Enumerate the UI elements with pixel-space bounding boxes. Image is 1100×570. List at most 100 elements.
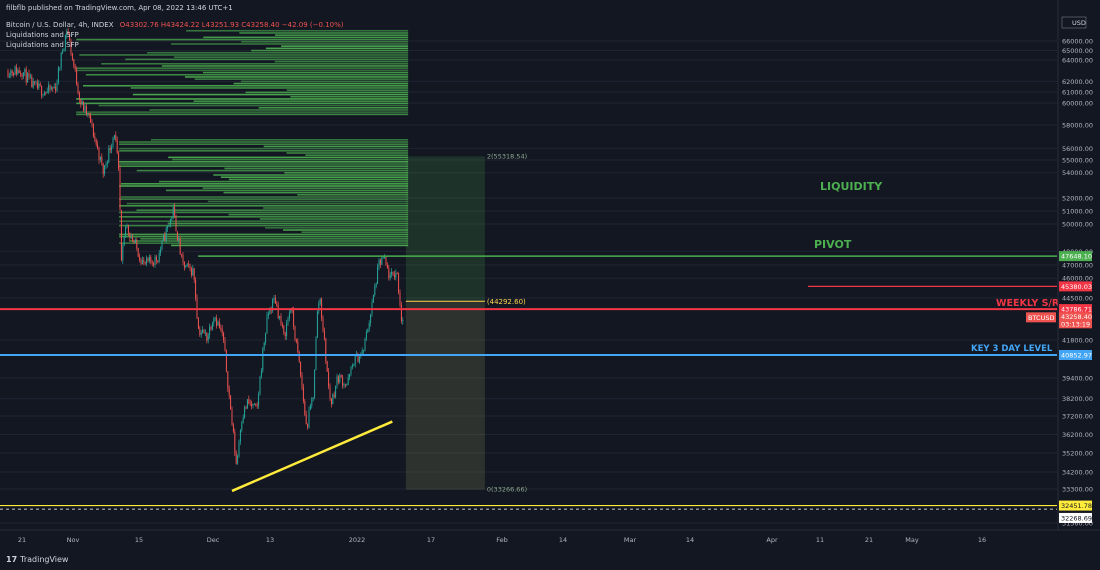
candle-body <box>38 83 40 89</box>
candle <box>73 58 75 69</box>
candle <box>255 403 257 407</box>
candle-body <box>174 207 176 216</box>
candle <box>88 113 90 119</box>
candle <box>385 255 387 266</box>
candle <box>125 226 127 238</box>
candle <box>304 398 306 417</box>
liquidity-bar <box>275 34 409 36</box>
indicator-legend-2[interactable]: Liquidations and SFP <box>6 41 79 49</box>
candle <box>288 309 290 322</box>
indicator-legend-1[interactable]: Liquidations and SFP <box>6 31 79 39</box>
candle <box>368 320 370 332</box>
candle-body <box>105 163 107 166</box>
candle <box>227 371 229 393</box>
candle <box>66 28 68 39</box>
liquidity-bar <box>126 202 409 205</box>
candle-body <box>183 262 185 268</box>
candle <box>336 373 338 389</box>
candle-body <box>335 386 337 397</box>
candle-body <box>385 257 387 265</box>
candle-body <box>74 65 76 70</box>
time-tick-label: 21 <box>865 536 873 544</box>
candle <box>67 28 69 35</box>
candle <box>332 393 334 405</box>
candle <box>333 391 335 399</box>
candle <box>256 402 258 409</box>
candle-body <box>357 353 359 363</box>
candle-body <box>55 86 57 91</box>
liquidity-bar <box>203 36 409 39</box>
candle <box>182 251 184 266</box>
liquidity-bar <box>119 143 409 145</box>
liquidity-bar <box>184 76 409 78</box>
pivot-tag-label: 47648.10 <box>1061 253 1092 261</box>
candle-body <box>258 394 260 406</box>
price-tick-label: 61000.00 <box>1062 89 1093 97</box>
price-tick-label: 37200.00 <box>1062 413 1093 421</box>
candle-body <box>214 318 216 319</box>
candle-body <box>27 73 29 83</box>
candle <box>56 79 58 93</box>
candle <box>21 72 23 81</box>
candle <box>118 150 120 172</box>
liquidity-bar <box>228 178 409 181</box>
liquidity-bar <box>265 47 409 50</box>
candle-body <box>326 361 328 372</box>
pivot-label: PIVOT <box>814 238 852 251</box>
candle-body <box>346 384 348 386</box>
candle-body <box>337 376 339 383</box>
candle <box>238 439 240 458</box>
candle <box>59 67 61 72</box>
liquidity-bar <box>76 67 409 69</box>
candle-body <box>85 105 87 115</box>
bottom-level-tag-label: 32451.78 <box>1061 502 1092 510</box>
candle <box>307 423 309 430</box>
candle-body <box>347 377 349 385</box>
candle <box>193 267 195 284</box>
tradingview-logo-icon: 17 <box>6 555 18 564</box>
time-tick-label: 13 <box>266 536 274 544</box>
candle <box>353 363 355 367</box>
candle-body <box>148 256 150 262</box>
time-tick-label: 14 <box>686 536 694 544</box>
candle <box>389 271 391 281</box>
candle-body <box>238 441 240 457</box>
candle-body <box>139 256 141 260</box>
liquidity-bar <box>76 98 409 100</box>
candle <box>161 240 163 251</box>
candle <box>39 81 41 87</box>
candle <box>347 373 349 385</box>
bottom-level-2-tag <box>1059 512 1092 523</box>
candle-body <box>14 66 16 76</box>
candle-body <box>104 165 106 174</box>
candle <box>18 66 20 74</box>
symbol-legend[interactable]: Bitcoin / U.S. Dollar, 4h, INDEX O43302.… <box>6 21 344 30</box>
candle-body <box>329 386 331 399</box>
candle-body <box>228 388 230 396</box>
candle <box>164 231 166 242</box>
candle-body <box>111 146 113 151</box>
candle-body <box>101 156 103 164</box>
candle-body <box>172 207 174 218</box>
published-line: filbflb published on TradingView.com, Ap… <box>6 4 233 12</box>
candle-body <box>328 371 330 387</box>
candle-body <box>162 235 164 241</box>
candle <box>48 81 50 95</box>
candle <box>342 374 344 389</box>
candle-body <box>280 316 282 325</box>
price-tick-label: 46000.00 <box>1062 275 1093 283</box>
candle <box>132 233 134 243</box>
candle-body <box>269 308 271 314</box>
liquidity-bar <box>150 139 409 141</box>
candle <box>274 294 276 304</box>
candle-body <box>273 297 275 300</box>
candle-body <box>318 303 320 312</box>
candle <box>249 399 251 407</box>
liquidity-bar <box>173 56 409 58</box>
candle <box>77 81 79 95</box>
candle <box>224 337 226 352</box>
price-tick-label: 66000.00 <box>1062 38 1093 46</box>
time-tick-label: 14 <box>559 536 567 544</box>
position-stop-zone <box>405 301 485 490</box>
